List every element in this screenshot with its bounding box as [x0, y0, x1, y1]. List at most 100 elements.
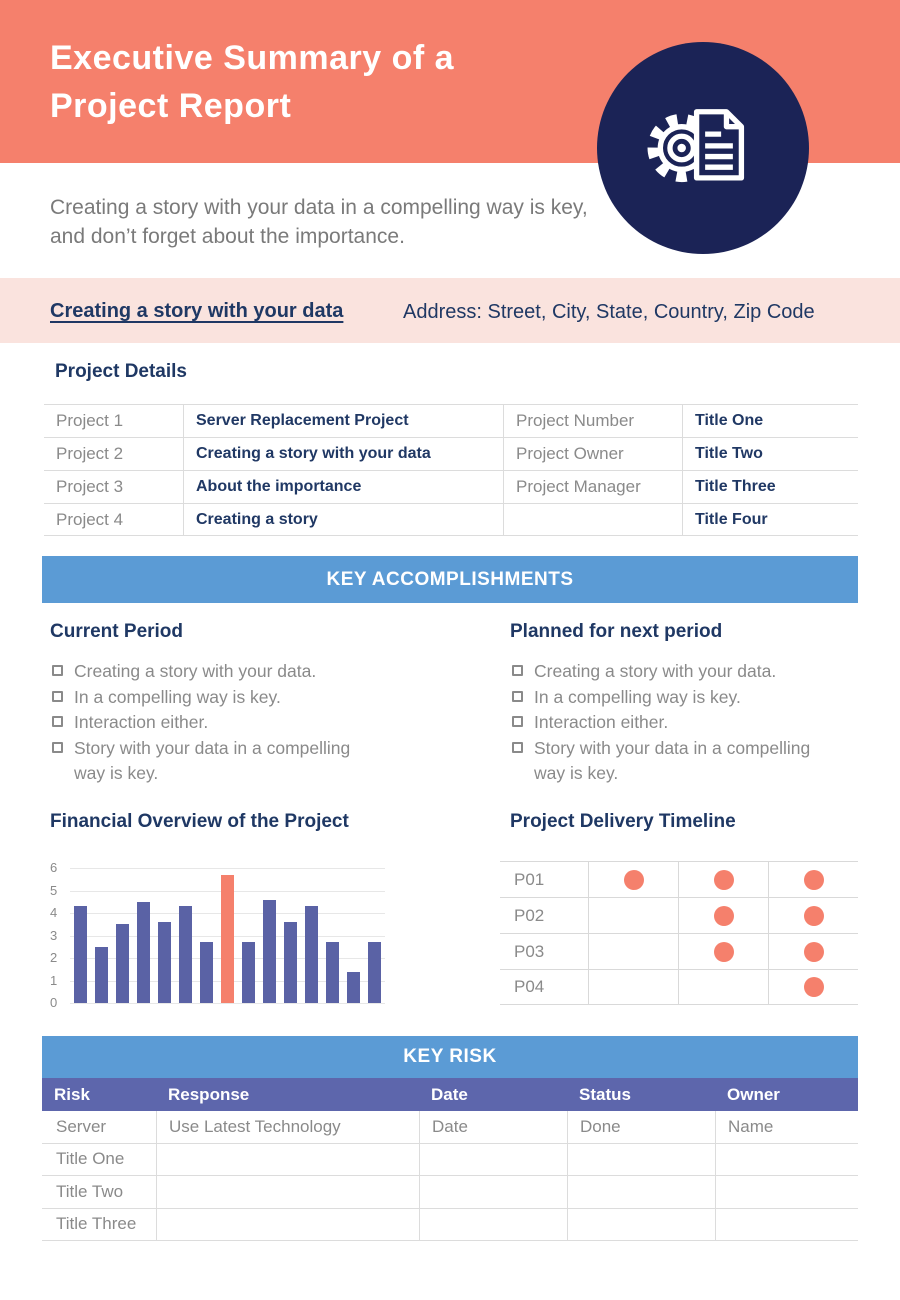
dot-icon — [803, 905, 824, 926]
chart-bar — [305, 906, 318, 1003]
dot-icon — [713, 941, 734, 962]
current-period-column: Current Period Creating a story with you… — [50, 621, 460, 787]
table-row: Project 3 About the importance Project Man… — [44, 470, 858, 503]
y-axis-tick-label: 6 — [50, 860, 58, 875]
list-item-text: Story with your data in a compelling way… — [74, 737, 351, 784]
checkbox-icon — [512, 690, 523, 702]
risk-cell — [567, 1176, 715, 1208]
risk-cell: Done — [567, 1111, 715, 1143]
list-item: Story with your data in a compelling way… — [50, 736, 460, 787]
list-item-text: Story with your data in a compelling way… — [534, 737, 811, 784]
y-axis-tick-label: 3 — [50, 927, 58, 943]
project-label-cell: Project 2 — [56, 444, 124, 463]
info-bar — [0, 278, 900, 343]
list-item: Creating a story with your data. — [510, 659, 860, 685]
timeline-cell — [588, 898, 678, 933]
story-link[interactable]: Creating a story with your data — [50, 300, 344, 322]
timeline-cell — [678, 862, 768, 897]
y-axis-tick-label: 1 — [50, 972, 58, 988]
timeline-phase-label: P01 — [514, 869, 545, 889]
timeline-cell — [588, 934, 678, 969]
dot-icon — [803, 869, 824, 890]
timeline-cell — [588, 970, 678, 1004]
chart-bar — [158, 922, 171, 1003]
chart-plot-area — [70, 868, 385, 1004]
checkbox-icon — [52, 690, 63, 702]
list-item-text: In a compelling way is key. — [74, 686, 281, 707]
risk-cell — [156, 1208, 419, 1240]
current-period-list: Creating a story with your data. In a com… — [50, 659, 460, 787]
project-value-cell: About the importance — [183, 471, 503, 503]
timeline-phase-label: P02 — [514, 905, 545, 925]
list-item-text: Creating a story with your data. — [534, 661, 777, 681]
table-row: Server Use Latest Technology Date Done Name — [42, 1111, 858, 1144]
project-label-cell: Project 1 — [56, 411, 124, 430]
risk-table-header: Risk Response Date Status Owner — [42, 1078, 858, 1111]
chart-bar — [221, 874, 234, 1003]
next-period-column: Planned for next period Creating a story… — [510, 621, 860, 787]
dot-icon — [803, 941, 824, 962]
chart-gridline — [70, 1003, 385, 1004]
table-row: P04 — [500, 969, 858, 1005]
list-item: Creating a story with your data. — [50, 659, 460, 685]
chart-bar — [137, 901, 150, 1003]
y-axis-tick-label: 5 — [50, 882, 58, 898]
table-row: Title Three — [42, 1208, 858, 1241]
project-value-cell: Server Replacement Project — [183, 405, 503, 437]
risk-cell: Title Two — [56, 1181, 124, 1201]
table-row: Project 4 Creating a story Title Four — [44, 503, 858, 536]
chart-gridline — [70, 868, 385, 869]
meta-label-cell — [503, 504, 682, 535]
timeline-cell — [768, 934, 858, 969]
risk-cell: Title One — [56, 1149, 125, 1169]
page-title: Executive Summary of a Project Report — [50, 34, 454, 130]
current-period-heading: Current Period — [50, 621, 184, 642]
chart-bar — [116, 924, 129, 1003]
dot-icon — [713, 869, 734, 890]
column-header: Response — [168, 1084, 250, 1104]
risk-cell — [567, 1143, 715, 1175]
next-period-list: Creating a story with your data. In a com… — [510, 659, 860, 787]
timeline-cell — [768, 862, 858, 897]
chart-bar — [74, 906, 87, 1003]
meta-value-cell: Title Three — [682, 471, 858, 503]
checkbox-icon — [512, 665, 523, 676]
risk-cell — [419, 1143, 567, 1175]
y-axis-tick-label: 0 — [50, 995, 58, 1010]
meta-value-cell: Title One — [682, 405, 858, 437]
meta-label-cell: Project Manager — [503, 471, 682, 503]
checkbox-icon — [512, 716, 523, 727]
next-period-heading: Planned for next period — [510, 621, 723, 642]
y-axis-tick-label: 4 — [50, 905, 58, 920]
column-header: Date — [431, 1084, 468, 1104]
risk-table-body: Server Use Latest Technology Date Done Name T… — [42, 1111, 858, 1241]
checkbox-icon — [52, 665, 63, 676]
chart-bar — [200, 942, 213, 1003]
header-subtitle: Creating a story with your data in a com… — [50, 196, 588, 248]
timeline-cell — [678, 970, 768, 1004]
chart-bar — [347, 971, 360, 1003]
chart-bar — [242, 942, 255, 1003]
chart-bar — [284, 922, 297, 1003]
checkbox-icon — [512, 741, 523, 753]
meta-value-cell: Title Two — [682, 438, 858, 470]
chart-bar — [95, 946, 108, 1003]
list-item: In a compelling way is key. — [50, 685, 460, 711]
chart-bar — [263, 899, 276, 1003]
risk-cell — [715, 1176, 858, 1208]
meta-label-cell: Project Owner — [503, 438, 682, 470]
risk-cell: Name — [715, 1111, 858, 1143]
risk-cell — [156, 1176, 419, 1208]
timeline-cell — [588, 862, 678, 897]
timeline-phase-label: P04 — [514, 977, 545, 996]
list-item-text: Creating a story with your data. — [74, 661, 317, 681]
key-risk-banner: KEY RISK — [42, 1036, 858, 1078]
financial-bar-chart: 0 1 2 3 4 5 6 — [50, 858, 385, 1010]
table-row: P02 — [500, 897, 858, 933]
table-row: Title Two — [42, 1176, 858, 1209]
column-header: Owner — [727, 1084, 780, 1104]
table-row: Project 2 Creating a story with your data… — [44, 437, 858, 470]
timeline-cell — [768, 898, 858, 933]
checkbox-icon — [52, 741, 63, 753]
project-value-cell: Creating a story with your data — [183, 438, 503, 470]
